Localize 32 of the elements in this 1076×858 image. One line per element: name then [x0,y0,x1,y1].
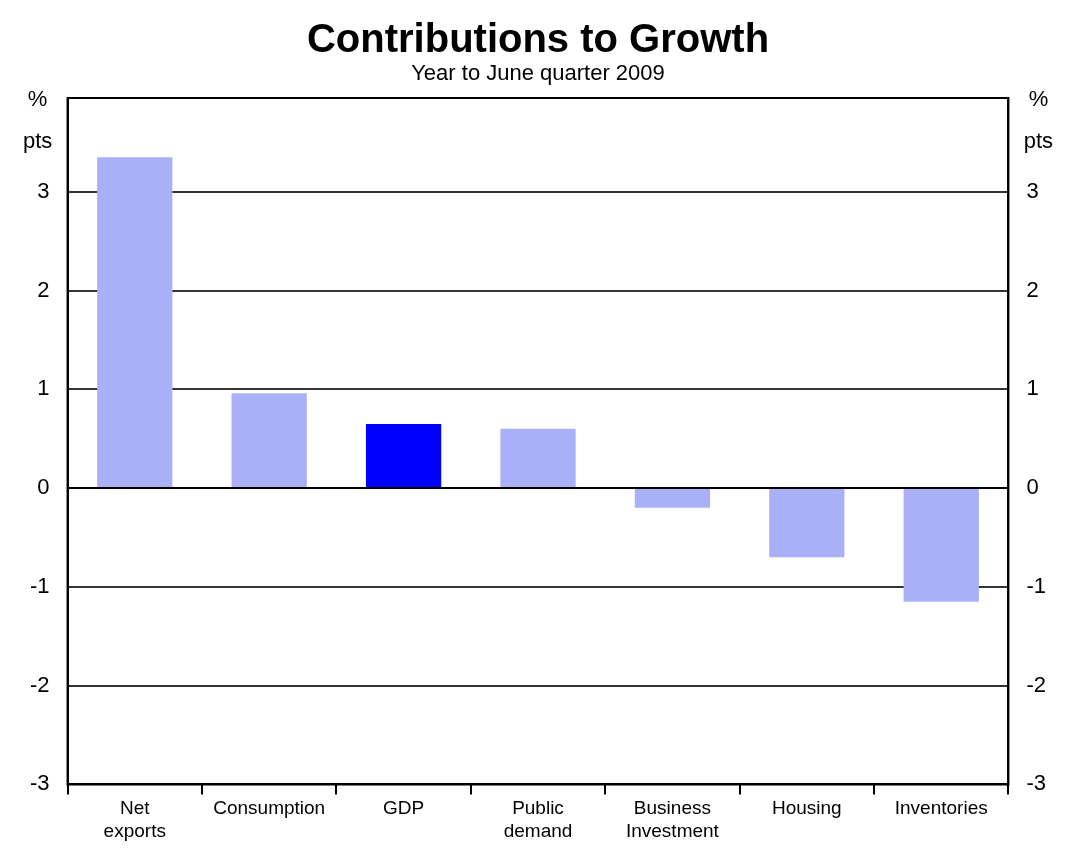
y2-tick-label: 1 [1026,375,1039,401]
bar [500,428,576,488]
bar [903,489,979,602]
x-tick-label: Consumption [213,797,326,819]
y2-tick-label: -2 [1026,671,1046,697]
chart-subtitle: Year to June quarter 2009 [411,60,665,85]
chart-title: Contributions to Growth [306,16,770,60]
y2-tick-label: 0 [1026,474,1039,500]
y-tick-label: 0 [37,474,50,500]
bar [97,157,173,488]
y-tick-label: -2 [30,671,50,697]
x-tick-label: Public demand [503,797,573,841]
x-tick-label: Inventories [894,797,988,819]
y-tick-label: 3 [37,177,50,203]
bar [231,393,307,488]
y-tick-label: 2 [37,276,50,302]
x-tick-label: Housing [771,797,842,819]
x-tick-label: Net exports [103,797,166,841]
y-tick-label: -1 [30,572,50,598]
y2-tick-label: -1 [1026,572,1046,598]
x-tick-label: GDP [383,797,425,819]
y-axis-title: % pts [22,86,53,153]
x-tick-label: Business Investment [625,797,720,841]
y2-tick-label: 3 [1026,177,1039,203]
y-tick-label: -3 [30,770,50,796]
bar [365,423,442,488]
bar [769,489,845,558]
bar [634,489,711,508]
y2-axis-title: % pts [1023,86,1054,153]
y2-tick-label: 2 [1026,276,1039,302]
y2-tick-label: -3 [1026,770,1046,796]
y-tick-label: 1 [37,375,50,401]
